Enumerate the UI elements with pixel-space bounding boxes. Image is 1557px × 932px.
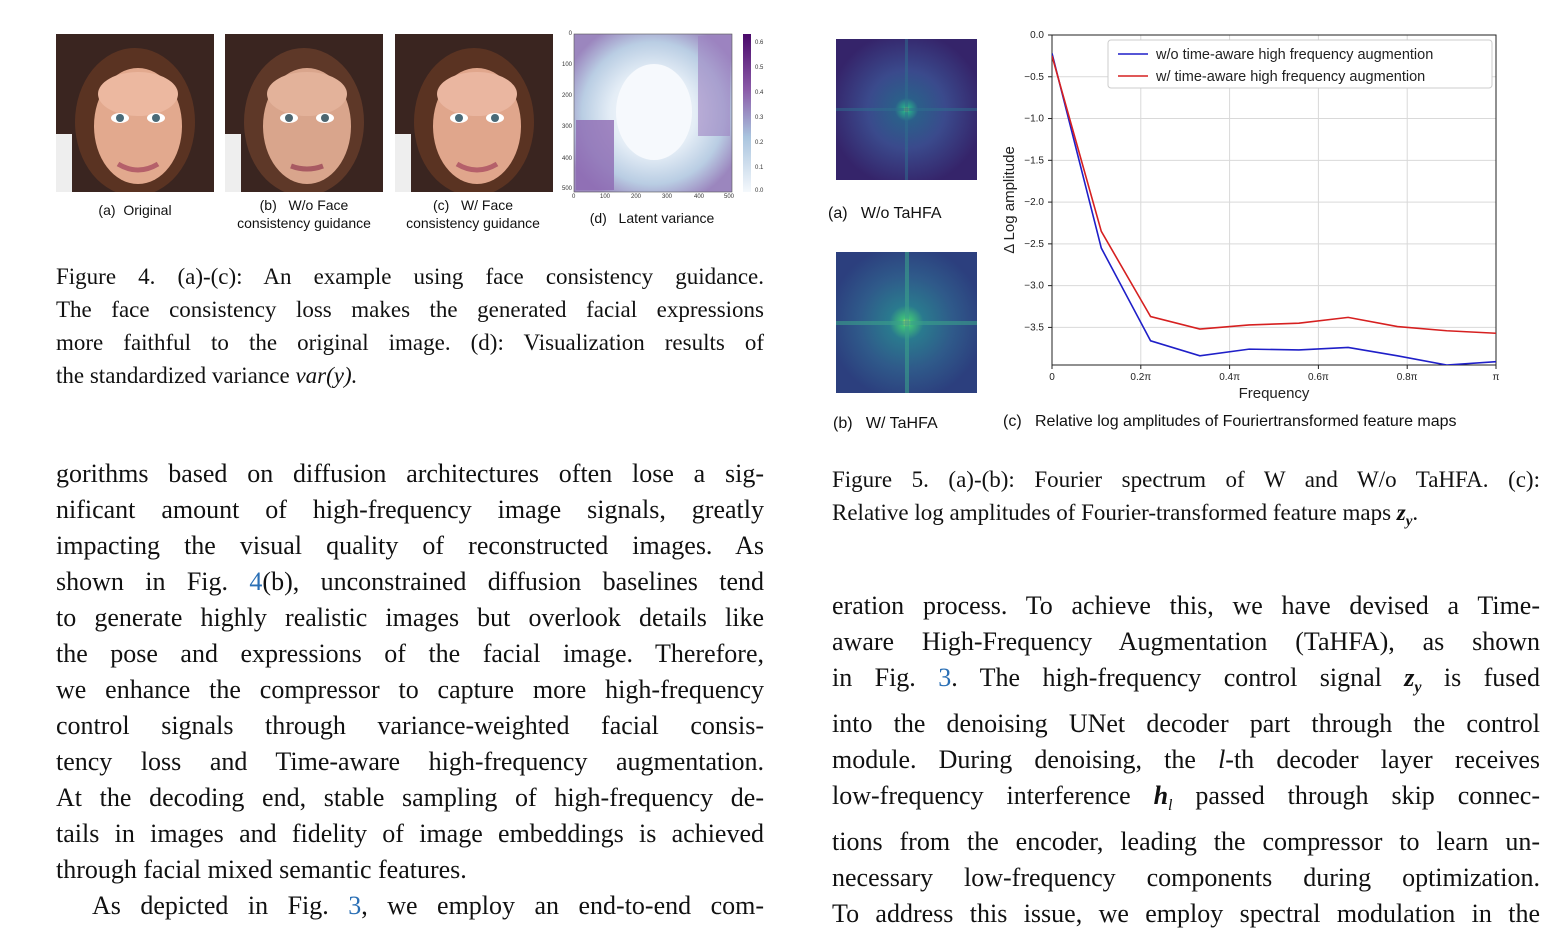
fourier-spectrum-without-tahfa [836,39,977,180]
subcaption-b: (b) W/o Face consistency guidance [237,197,371,231]
heatmap-x-tick: 500 [724,194,735,200]
right-body-text: eration process. To achieve this, we hav… [832,591,1540,929]
heatmap-x-tick: 300 [662,194,673,200]
face-image-with-guidance [395,34,553,192]
x-tick-label: 0.8π [1397,372,1418,383]
series-line-with-tahfa [1052,55,1496,335]
y-axis-label: Δ Log amplitude [1001,146,1018,254]
y-tick-label: 0.0 [1030,30,1044,41]
x-tick-label: π [1493,372,1500,383]
legend-label: w/o time-aware high frequency augmention [1155,47,1433,63]
x-tick-label: 0 [1049,372,1055,383]
y-tick-label: −1.5 [1024,155,1044,166]
plot-frame [1051,34,1497,366]
x-tick-label: 0.2π [1130,372,1151,383]
log-amplitude-chart: 0.0 −0.5 −1.0 −1.5 −2.0 −2.5 −3.0 −3.5 0 0.2π 0.4π… [996,28,1506,404]
y-tick-label: −0.5 [1024,72,1044,83]
y-tick-label: −2.5 [1024,239,1044,250]
x-tick-label: 0.4π [1219,372,1240,383]
face-image-without-guidance [225,34,383,192]
subcaption-d: (d) Latent variance [589,210,715,226]
colorbar-tick: 0.2 [755,140,764,146]
face-image-original [56,34,214,192]
heatmap-x-tick: 100 [600,194,611,200]
y-tick-label: −3.5 [1024,322,1044,333]
figure-4-ref-link[interactable]: 4 [249,567,263,596]
latent-variance-heatmap: 0 100 200 300 400 500 0 100 200 300 400 … [558,30,773,206]
left-body-text: gorithms based on diffusion architecture… [56,459,765,920]
heatmap-y-tick: 300 [561,124,572,130]
subcaption-5b: (b) W/ TaHFA [833,415,938,432]
heatmap-x-tick: 0 [572,194,576,200]
heatmap-y-tick: 400 [561,156,572,162]
heatmap-y-tick: 200 [561,93,572,99]
heatmap-x-tick: 200 [631,194,642,200]
figure-4-caption: Figure 4. (a)-(c): An example using face… [56,264,764,388]
y-tick-label: −3.0 [1024,281,1044,292]
y-tick-label: −1.0 [1024,114,1044,125]
legend-label: w/ time-aware high frequency augmention [1155,69,1425,85]
heatmap-y-tick: 100 [561,62,572,68]
figure-3-ref-link[interactable]: 3 [348,891,362,920]
colorbar-tick: 0.6 [755,40,764,46]
subcaption-a: (a) Original [98,202,172,218]
x-axis-label: Frequency [1239,385,1310,402]
fourier-spectrum-with-tahfa [836,252,977,393]
legend-box [1107,39,1493,89]
heatmap-y-ticks: 0 100 200 300 400 500 [558,30,572,206]
colorbar-tick: 0.5 [755,65,764,71]
colorbar-tick: 0.1 [755,165,764,171]
heatmap-y-tick: 500 [561,186,572,192]
x-tick-label: 0.6π [1308,372,1329,383]
subcaption-5a: (a) W/o TaHFA [828,205,942,222]
colorbar-tick: 0.0 [755,188,764,194]
heatmap-y-tick: 0 [568,31,572,37]
figure-5-caption: Figure 5. (a)-(b): Fourier spectrum of W… [832,467,1540,530]
colorbar-tick: 0.4 [755,90,764,96]
colorbar-tick: 0.3 [755,115,764,121]
colorbar-ticks: 0.6 0.5 0.4 0.3 0.2 0.1 0.0 [755,30,773,206]
subcaption-5c: (c) Relative log amplitudes of Fouriertr… [1003,413,1457,430]
heatmap-x-tick: 400 [694,194,705,200]
figure-3-ref-link-right[interactable]: 3 [938,663,952,692]
y-tick-label: −2.0 [1024,197,1044,208]
subcaption-c: (c) W/ Face consistency guidance [406,197,540,231]
heatmap-x-ticks: 0 100 200 300 400 500 [558,194,773,204]
series-line-without-tahfa [1052,53,1496,365]
